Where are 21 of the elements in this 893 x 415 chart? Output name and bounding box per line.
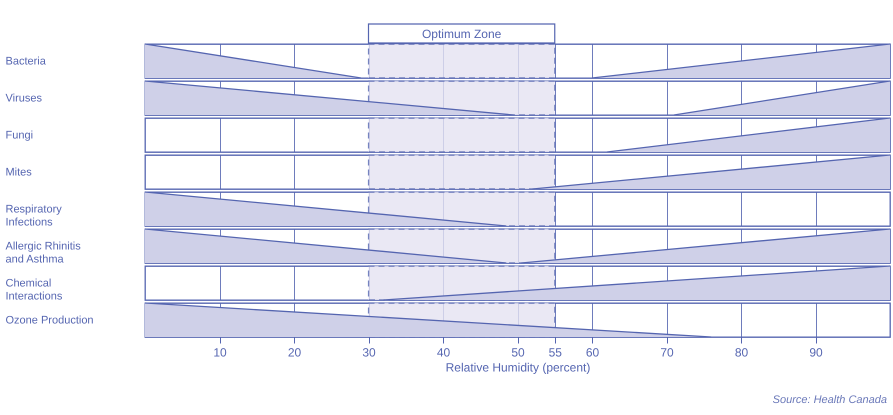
x-tick-label: 40: [436, 346, 450, 360]
y-axis-title: Fungi: [6, 130, 34, 142]
y-axis-title: Allergic Rhinitis and Asthma: [6, 240, 82, 266]
x-tick-label: 80: [734, 346, 748, 360]
x-tick-label: 20: [288, 346, 302, 360]
x-tick-label: 30: [362, 346, 376, 360]
x-tick-label: 90: [809, 346, 823, 360]
y-axis-title: Respiratory Infections: [6, 204, 62, 228]
source-note: Source: Health Canada: [772, 394, 887, 406]
y-axis-title: Viruses: [6, 92, 42, 104]
y-axis-title: Chemical Interactions: [6, 278, 63, 302]
x-tick-label: 55: [548, 346, 562, 360]
y-axis-title: Ozone Production: [6, 314, 94, 326]
x-tick-label: 50: [511, 346, 525, 360]
x-tick-label: 60: [586, 346, 600, 360]
x-tick-label: 70: [660, 346, 674, 360]
y-axis-title: Mites: [6, 166, 32, 178]
band-label: Optimum Zone: [422, 27, 502, 41]
x-tick-label: 10: [213, 346, 227, 360]
x-axis-title: Relative Humidity (percent): [446, 360, 590, 374]
y-axis-title: Bacteria: [6, 56, 47, 68]
